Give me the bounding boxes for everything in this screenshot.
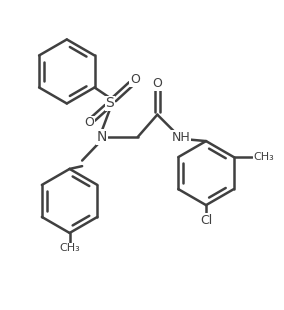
Text: Cl: Cl	[200, 214, 212, 227]
Text: N: N	[97, 130, 107, 144]
Text: S: S	[106, 96, 114, 110]
Text: CH₃: CH₃	[59, 243, 80, 253]
Text: O: O	[130, 73, 140, 86]
Text: O: O	[84, 117, 94, 130]
Text: CH₃: CH₃	[253, 152, 274, 162]
Text: NH: NH	[172, 131, 190, 144]
Text: O: O	[153, 77, 162, 90]
